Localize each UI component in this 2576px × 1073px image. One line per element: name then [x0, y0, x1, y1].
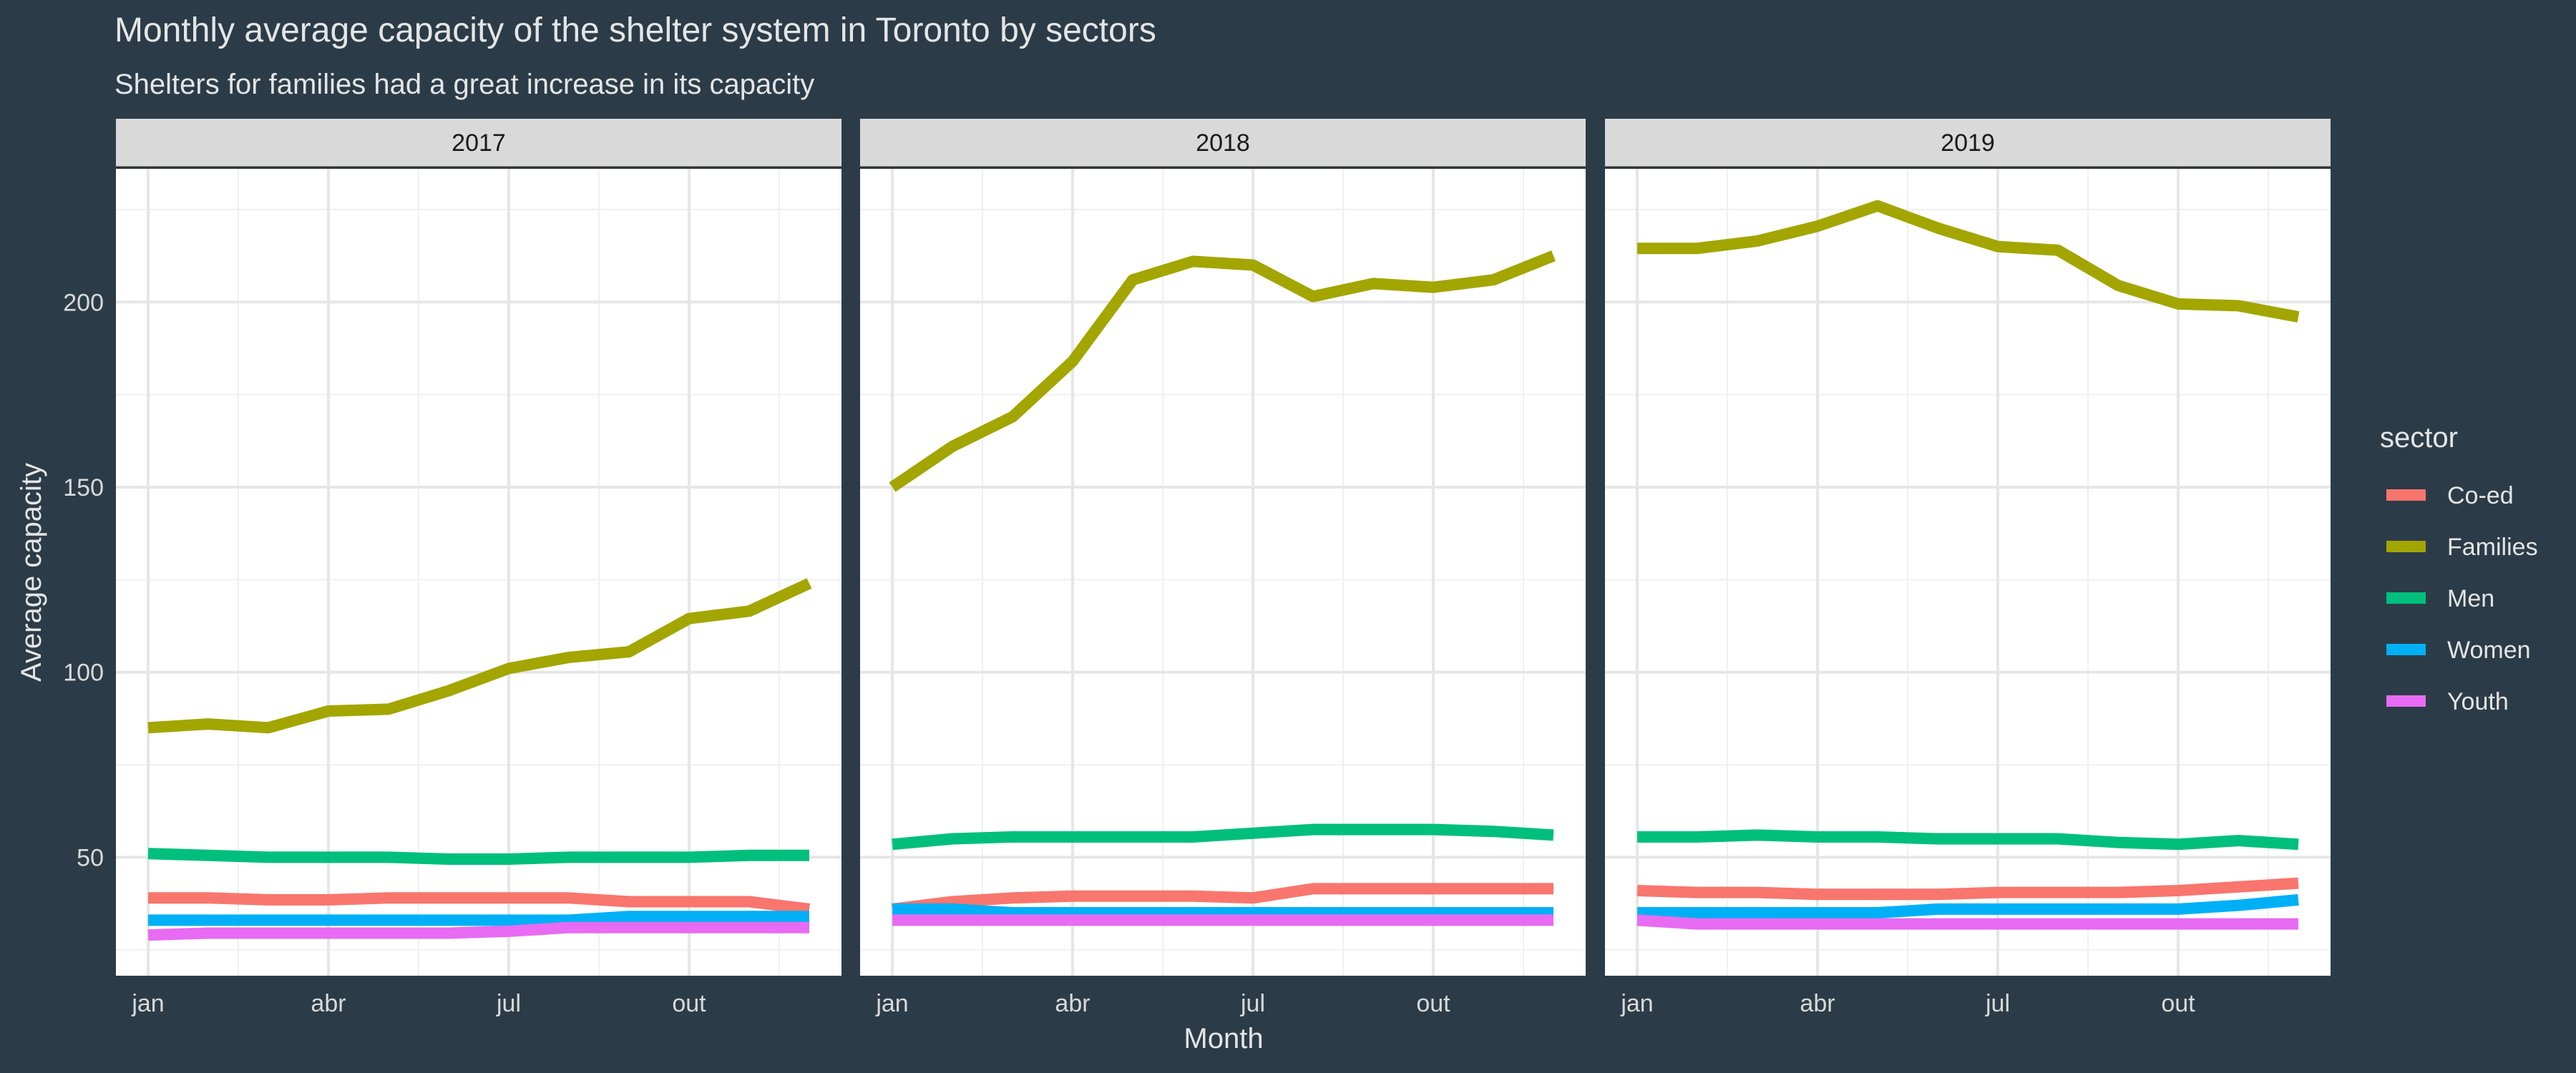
x-tick-label: out [2161, 990, 2195, 1017]
facet-strip [860, 119, 1586, 167]
series-line-co-ed [892, 883, 1553, 915]
x-tick-label: jan [875, 990, 908, 1017]
series-line-families [147, 578, 812, 734]
x-tick-label: abr [1800, 990, 1835, 1017]
x-tick-label: jul [496, 990, 521, 1017]
panel-2017: 2017 jan abr jul out [116, 119, 841, 1017]
series-line-women [892, 903, 1553, 918]
x-tick-label: out [1416, 990, 1450, 1017]
facet-strip [116, 119, 841, 167]
panel-background [1605, 169, 2331, 976]
series-line-women [148, 911, 809, 926]
series-line-families [889, 250, 1556, 492]
y-axis-label: Average capacity [16, 463, 47, 682]
series-line-co-ed [1636, 877, 2299, 901]
x-tick-label: abr [1055, 990, 1090, 1017]
y-tick-label: 50 [77, 844, 104, 871]
series-line-co-ed [148, 892, 810, 915]
x-tick-label: jan [1620, 990, 1653, 1017]
panel-2018: 2018 jan abr jul out [860, 119, 1586, 1017]
series-line-youth [147, 921, 809, 941]
x-axis-label: Month [1184, 1023, 1263, 1054]
legend-label: Men [2447, 585, 2494, 612]
y-axis: 50 100 150 200 [63, 289, 104, 871]
legend-label: Co-ed [2447, 482, 2514, 509]
x-tick-label: jul [1985, 990, 2010, 1017]
panel-background [860, 169, 1586, 976]
facet-strip-label: 2018 [1196, 129, 1250, 157]
y-tick-label: 100 [63, 660, 104, 687]
facet-strip [1605, 119, 2331, 167]
chart-title: Monthly average capacity of the shelter … [114, 11, 1156, 49]
legend-label: Families [2447, 534, 2538, 561]
facet-panels: 2017 jan abr jul out 2018 jan abr jul out 2019 jan a… [116, 119, 2331, 1017]
x-tick-label: out [672, 990, 706, 1017]
x-tick-label: jan [131, 990, 164, 1017]
x-tick-label: abr [311, 990, 346, 1017]
legend-label: Youth [2447, 688, 2509, 715]
series-line-men [892, 823, 1554, 851]
panel-2019: 2019 jan abr jul out [1605, 119, 2331, 1017]
x-tick-label: jul [1240, 990, 1265, 1017]
series-line-men [147, 848, 809, 865]
series-line-youth [1636, 914, 2298, 930]
legend-label: Women [2447, 637, 2531, 664]
facet-strip-label: 2017 [452, 129, 506, 157]
legend-title: sector [2380, 422, 2458, 454]
series-line-women [1637, 893, 2299, 918]
y-tick-label: 200 [63, 289, 104, 316]
legend: sector Co-ed Families Men Women Youth [2380, 422, 2538, 715]
facet-strip-label: 2019 [1941, 129, 1995, 157]
chart-subtitle: Shelters for families had a great increa… [114, 69, 814, 100]
y-tick-label: 150 [63, 474, 104, 501]
series-line-families [1637, 200, 2300, 323]
series-line-men [1637, 829, 2299, 851]
